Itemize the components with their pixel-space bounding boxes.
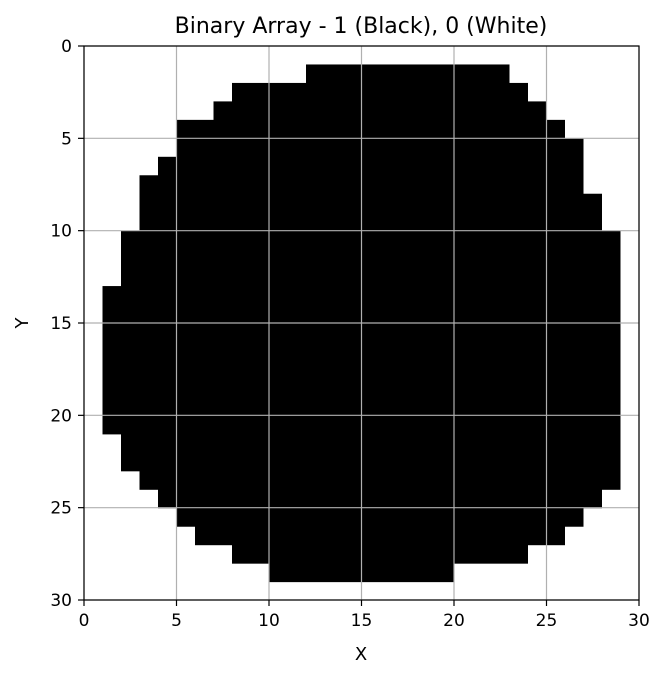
- filled-row-10: [121, 230, 621, 250]
- y-tick-label-20: 20: [50, 406, 72, 426]
- filled-row-21: [121, 433, 621, 453]
- y-tick-label-10: 10: [50, 222, 72, 242]
- filled-row-2: [232, 82, 528, 102]
- y-axis-label: Y: [12, 317, 33, 330]
- filled-row-23: [139, 470, 621, 490]
- filled-row-11: [121, 249, 621, 269]
- y-tick-label-15: 15: [50, 314, 72, 334]
- filled-row-5: [176, 138, 584, 158]
- x-tick-label-30: 30: [628, 611, 650, 631]
- x-axis-ticks: 0 5 10 15 20 25 30: [79, 600, 650, 631]
- filled-row-22: [121, 452, 621, 472]
- filled-row-3: [213, 101, 547, 121]
- filled-row-12: [121, 267, 621, 287]
- x-axis-label: X: [355, 644, 367, 665]
- filled-row-9: [139, 212, 602, 232]
- cell-layer: [102, 64, 621, 583]
- y-tick-label-25: 25: [50, 499, 72, 519]
- y-axis-ticks: 0 5 10 15 20 25 30: [50, 37, 84, 611]
- x-tick-label-10: 10: [258, 611, 280, 631]
- filled-row-26: [195, 526, 565, 546]
- y-tick-label-30: 30: [50, 591, 72, 611]
- x-tick-label-25: 25: [536, 611, 558, 631]
- x-tick-label-15: 15: [351, 611, 373, 631]
- x-tick-label-5: 5: [171, 611, 182, 631]
- x-tick-label-0: 0: [79, 611, 90, 631]
- filled-row-4: [176, 119, 565, 139]
- filled-row-27: [232, 544, 528, 564]
- filled-row-6: [158, 156, 584, 176]
- filled-row-1: [306, 64, 510, 84]
- filled-row-24: [158, 489, 602, 509]
- x-tick-label-20: 20: [443, 611, 465, 631]
- y-tick-label-5: 5: [61, 129, 72, 149]
- filled-row-25: [176, 507, 584, 527]
- chart-title: Binary Array - 1 (Black), 0 (White): [175, 14, 548, 39]
- y-tick-label-0: 0: [61, 37, 72, 57]
- filled-row-8: [139, 193, 602, 213]
